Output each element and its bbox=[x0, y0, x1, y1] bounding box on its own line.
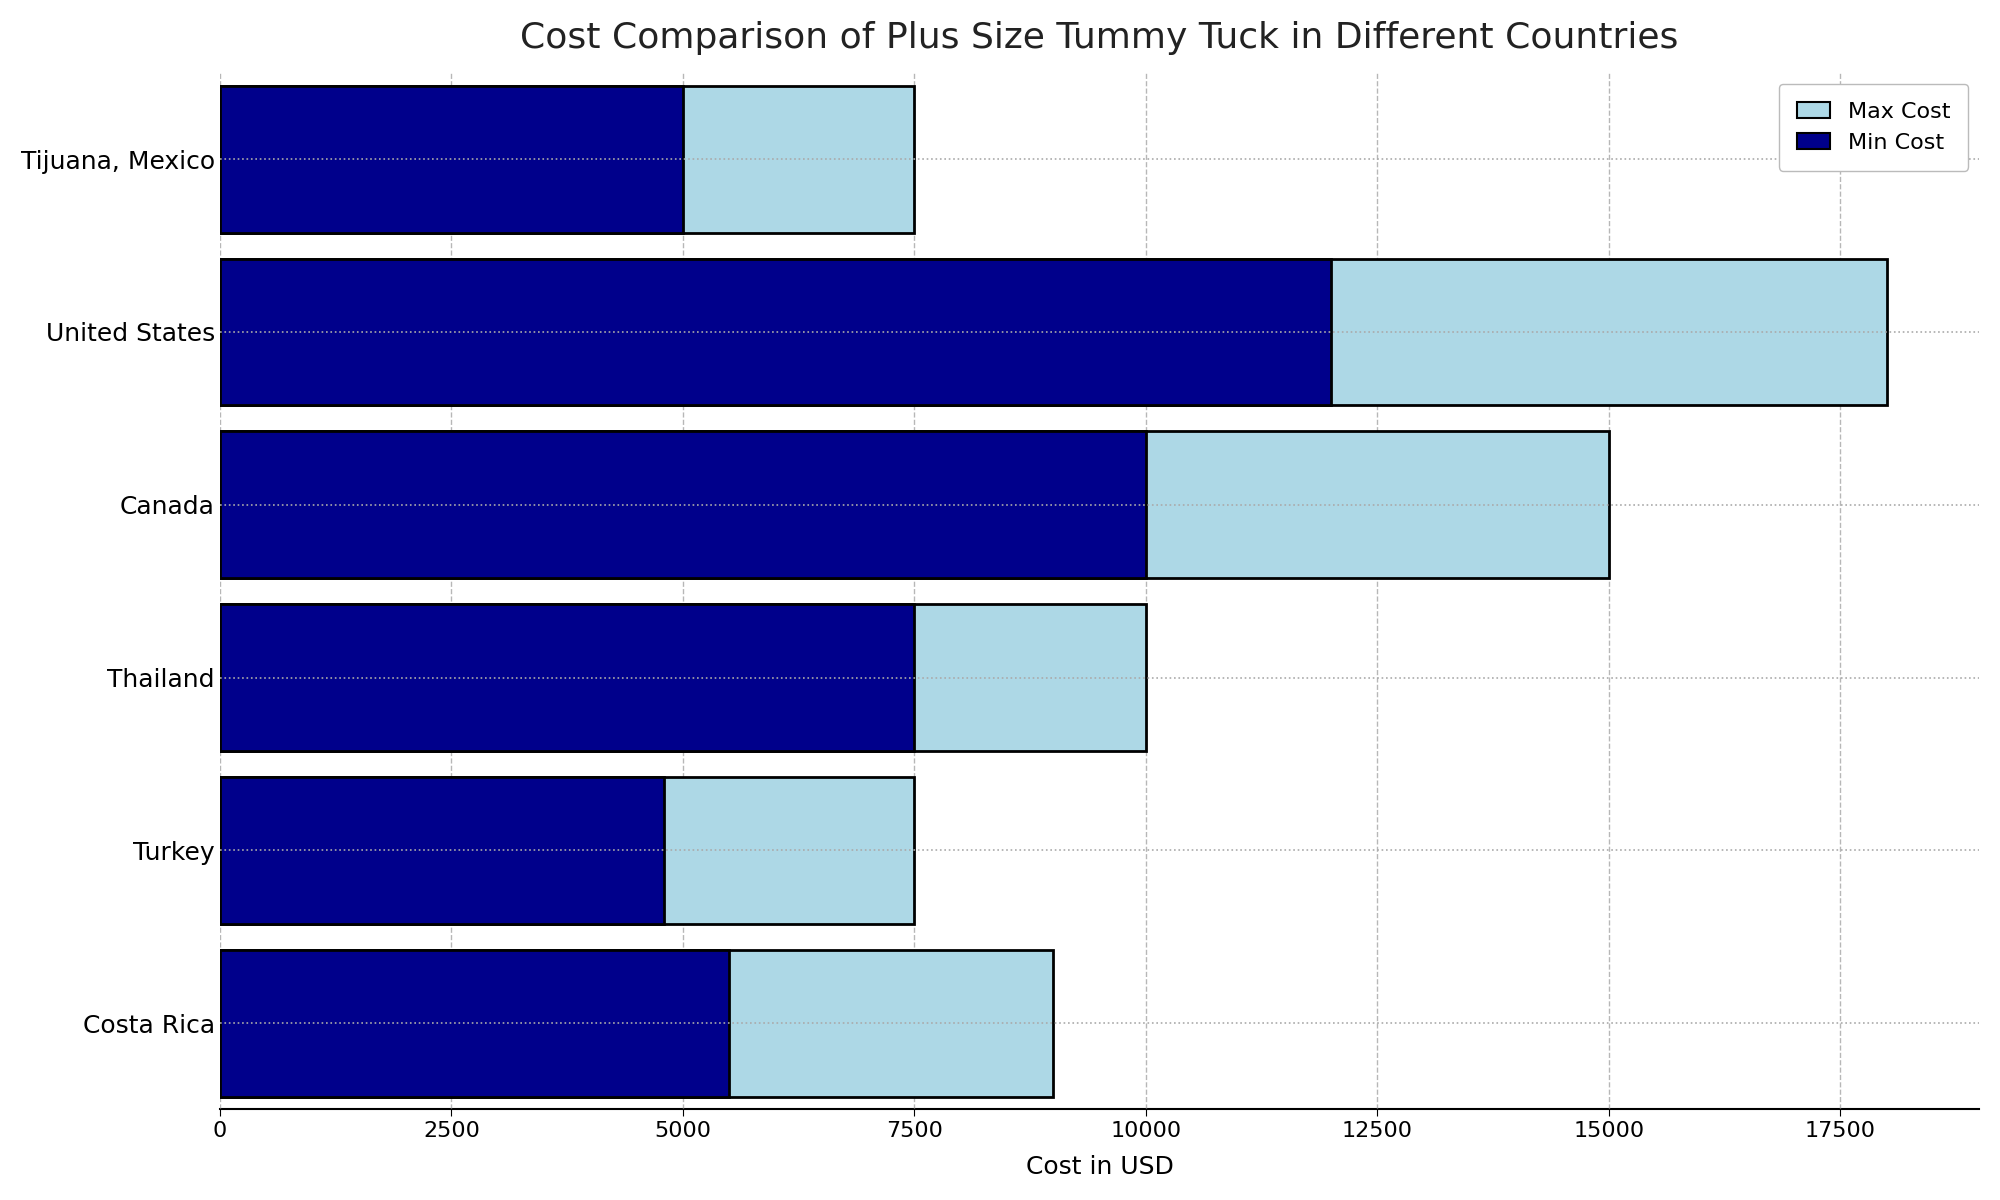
Bar bbox=[220, 776, 664, 924]
Bar bbox=[220, 258, 1886, 406]
Bar bbox=[220, 949, 1054, 1097]
Title: Cost Comparison of Plus Size Tummy Tuck in Different Countries: Cost Comparison of Plus Size Tummy Tuck … bbox=[520, 20, 1678, 55]
Bar bbox=[220, 604, 914, 751]
Bar bbox=[220, 604, 1146, 751]
Bar bbox=[220, 258, 1330, 406]
Bar bbox=[220, 776, 914, 924]
X-axis label: Cost in USD: Cost in USD bbox=[1026, 1156, 1174, 1180]
Bar bbox=[220, 85, 682, 233]
Bar bbox=[220, 431, 1146, 578]
Bar bbox=[220, 431, 1608, 578]
Legend: Max Cost, Min Cost: Max Cost, Min Cost bbox=[1778, 84, 1968, 170]
Bar bbox=[220, 85, 914, 233]
Bar bbox=[220, 949, 730, 1097]
